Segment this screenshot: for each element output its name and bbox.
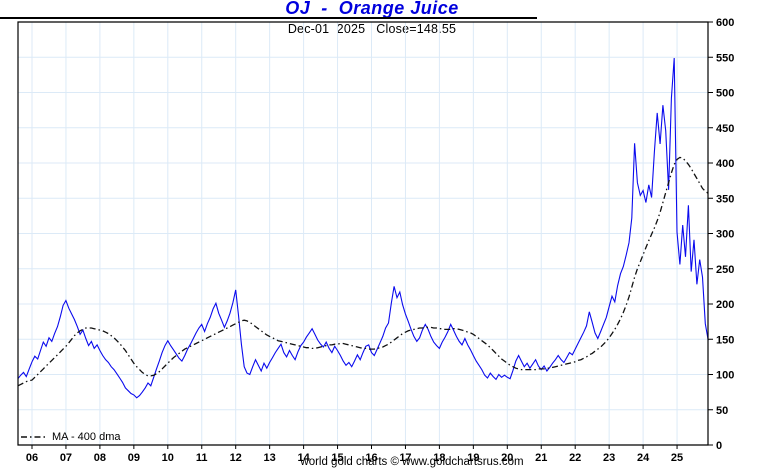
x-tick-label: 11 bbox=[196, 452, 208, 464]
y-tick-label: 50 bbox=[716, 405, 728, 417]
y-tick-label: 100 bbox=[716, 370, 734, 382]
y-tick-label: 450 bbox=[716, 123, 734, 135]
x-tick-label: 14 bbox=[297, 452, 310, 464]
x-tick-label: 25 bbox=[671, 452, 683, 464]
x-tick-label: 19 bbox=[467, 452, 479, 464]
x-tick-label: 16 bbox=[365, 452, 377, 464]
x-tick-label: 10 bbox=[162, 452, 174, 464]
x-tick-label: 21 bbox=[535, 452, 547, 464]
y-tick-label: 250 bbox=[716, 264, 734, 276]
x-tick-label: 09 bbox=[128, 452, 140, 464]
chart-subtitle: Dec-01 2025 Close=148.55 bbox=[287, 22, 457, 36]
chart-title: OJ - Orange Juice bbox=[285, 0, 459, 18]
chart-footer: world gold charts © www.goldchartsrus.co… bbox=[300, 456, 524, 468]
x-tick-label: 18 bbox=[433, 452, 445, 464]
x-tick-label: 20 bbox=[501, 452, 513, 464]
x-tick-label: 12 bbox=[230, 452, 242, 464]
x-tick-label: 08 bbox=[94, 452, 106, 464]
ma-legend-label: MA - 400 dma bbox=[52, 431, 121, 443]
ma-legend: MA - 400 dma bbox=[20, 431, 120, 443]
y-tick-label: 550 bbox=[716, 52, 734, 64]
x-tick-label: 15 bbox=[331, 452, 343, 464]
dashdot-line-icon bbox=[21, 436, 46, 438]
y-tick-label: 400 bbox=[716, 158, 734, 170]
ma-line bbox=[17, 156, 709, 387]
x-tick-label: 13 bbox=[264, 452, 276, 464]
price-line bbox=[17, 57, 709, 399]
y-tick-label: 500 bbox=[716, 88, 734, 100]
x-tick-label: 06 bbox=[26, 452, 38, 464]
x-tick-label: 23 bbox=[603, 452, 615, 464]
y-tick-label: 300 bbox=[716, 229, 734, 241]
x-tick-label: 22 bbox=[569, 452, 581, 464]
y-tick-label: 600 bbox=[716, 17, 734, 29]
y-tick-label: 350 bbox=[716, 193, 734, 205]
y-tick-label: 200 bbox=[716, 299, 734, 311]
x-tick-label: 24 bbox=[637, 452, 650, 464]
y-tick-label: 0 bbox=[716, 440, 722, 452]
title-rule bbox=[0, 17, 537, 19]
x-tick-label: 07 bbox=[60, 452, 72, 464]
y-tick-label: 150 bbox=[716, 334, 734, 346]
x-tick-label: 17 bbox=[399, 452, 411, 464]
